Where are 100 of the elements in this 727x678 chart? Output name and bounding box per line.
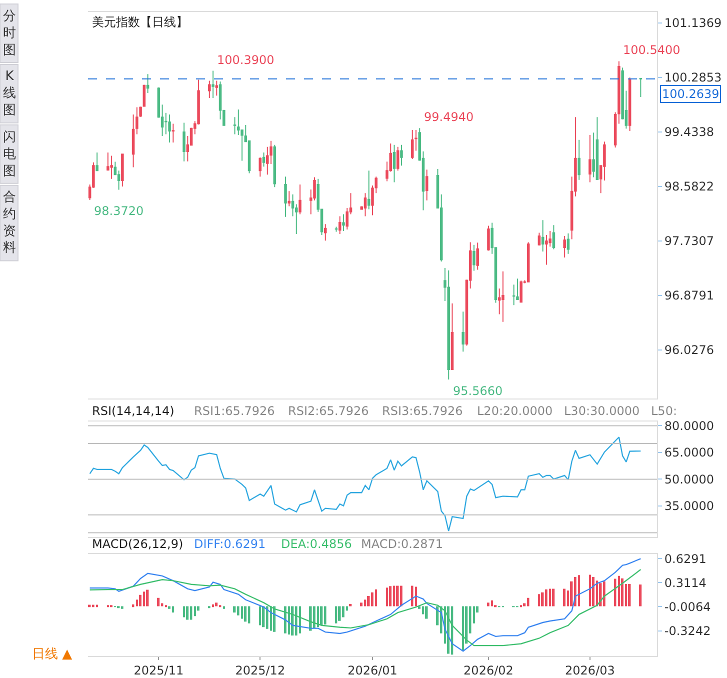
bar xyxy=(338,606,341,621)
candlestick xyxy=(462,311,464,352)
bar xyxy=(121,606,124,609)
chart-title: RSI(14,14,14) xyxy=(92,404,174,418)
candlestick xyxy=(96,152,98,172)
candlestick xyxy=(538,232,541,246)
candlestick xyxy=(121,153,124,187)
y-tick-label: 100.2853 xyxy=(664,70,722,85)
candlestick xyxy=(338,216,342,235)
bar xyxy=(592,576,594,606)
bar xyxy=(541,592,544,606)
bar xyxy=(628,584,631,606)
x-tick-label: 2026/03 xyxy=(565,664,615,678)
candlestick xyxy=(396,146,400,172)
bar xyxy=(375,589,378,606)
candlestick xyxy=(596,116,599,180)
chart-title: 美元指数【日线】 xyxy=(92,15,188,29)
candlestick xyxy=(364,192,367,217)
candlestick xyxy=(146,74,150,94)
bar xyxy=(237,606,240,616)
bar xyxy=(462,606,464,651)
y-tick-label: 98.5822 xyxy=(664,180,714,194)
text: K线图 xyxy=(3,69,16,118)
x-tick-label: 2026/02 xyxy=(464,664,514,678)
candlestick xyxy=(342,214,345,232)
bar xyxy=(248,606,250,624)
bar xyxy=(157,598,160,606)
text: L50: xyxy=(651,404,677,418)
bar xyxy=(92,604,94,608)
candlestick xyxy=(520,280,522,303)
y-tick-label: 96.8791 xyxy=(664,288,714,303)
text: RSI2:65.7926 xyxy=(288,404,369,418)
candlestick xyxy=(588,134,592,183)
candlestick xyxy=(410,129,414,160)
candlestick xyxy=(541,220,544,252)
y-tick-label: 96.0276 xyxy=(664,343,714,358)
bar xyxy=(396,586,399,606)
bar xyxy=(335,606,338,624)
candlestick xyxy=(639,78,642,98)
bar xyxy=(389,586,392,606)
bar xyxy=(139,594,142,606)
candlestick xyxy=(526,242,530,282)
candlestick xyxy=(298,184,302,215)
bar xyxy=(618,576,620,606)
text: DIFF:0.6291 xyxy=(194,537,266,551)
candlestick xyxy=(367,170,370,210)
candlestick xyxy=(258,156,262,178)
line-series xyxy=(89,436,642,532)
bar xyxy=(549,588,551,606)
bar xyxy=(367,596,370,606)
candlestick xyxy=(334,226,338,232)
bar xyxy=(295,606,298,636)
candlestick xyxy=(476,242,479,270)
candlestick xyxy=(487,225,490,252)
chart-title: MACD(26,12,9) xyxy=(92,537,184,551)
bar xyxy=(183,606,185,618)
bar xyxy=(212,604,214,608)
candlestick xyxy=(566,232,570,254)
candlestick xyxy=(628,77,632,132)
bar xyxy=(422,606,424,614)
y-tick-label: 65.0000 xyxy=(664,446,714,460)
bar xyxy=(190,606,192,620)
bar xyxy=(146,590,149,606)
text: DEA:0.4856 xyxy=(281,537,352,551)
text: 日线 ▲ xyxy=(32,647,72,662)
bar xyxy=(259,606,262,626)
bar xyxy=(324,606,326,625)
bar xyxy=(371,592,374,606)
bar xyxy=(552,588,555,606)
candlestick xyxy=(400,144,403,166)
bar xyxy=(194,606,196,616)
text: 合约资料 xyxy=(3,190,16,256)
text: L30:30.0000 xyxy=(564,404,640,418)
candlestick xyxy=(578,139,580,180)
x-tick-label: 2026/01 xyxy=(348,664,398,678)
y-tick-label: -0.3242 xyxy=(664,624,711,638)
candlestick xyxy=(168,114,171,144)
bar xyxy=(415,586,417,606)
x-tick-label: 2025/12 xyxy=(235,664,286,678)
bar xyxy=(233,606,236,612)
bar xyxy=(487,602,490,606)
bar xyxy=(223,606,225,609)
bar xyxy=(386,588,388,606)
bar xyxy=(589,574,591,606)
bar xyxy=(313,606,316,628)
candlestick xyxy=(563,236,566,258)
bar xyxy=(143,592,146,606)
bar xyxy=(364,600,366,606)
bar xyxy=(578,575,580,606)
bar xyxy=(411,586,414,606)
text: L20:20.0000 xyxy=(477,404,553,418)
bar xyxy=(527,598,530,606)
x-tick-label: 2025/11 xyxy=(134,664,184,678)
candlestick xyxy=(208,80,211,98)
bar xyxy=(317,606,320,628)
candlestick xyxy=(324,224,327,242)
y-tick-label: -0.0064 xyxy=(664,600,711,614)
candlestick xyxy=(172,123,175,144)
bar xyxy=(570,581,573,606)
annotation: MACD:0.2871 xyxy=(361,537,444,551)
